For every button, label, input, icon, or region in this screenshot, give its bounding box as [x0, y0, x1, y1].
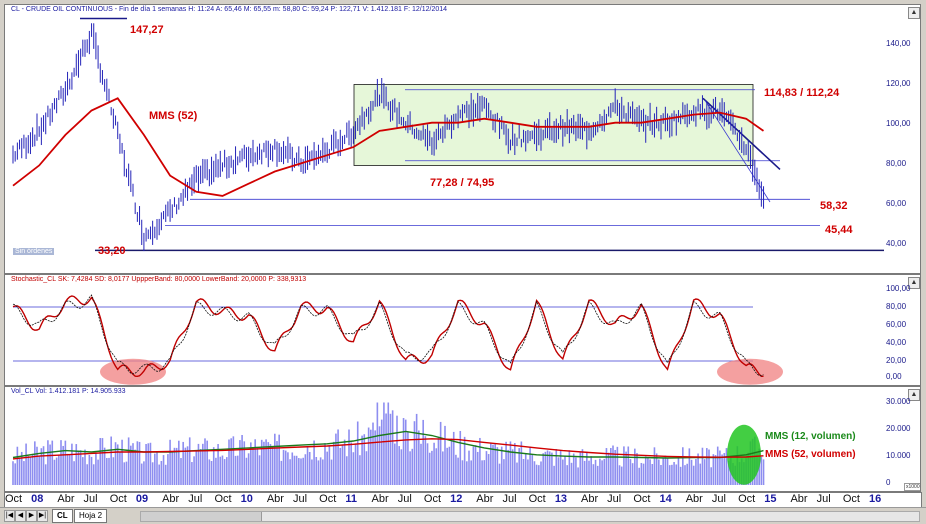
- x-tick-label: 14: [659, 493, 672, 505]
- x-tick-label: Abr: [581, 493, 599, 505]
- stochastic-panel[interactable]: Stochastic_CL SK: 7,4284 SD: 8,0177 Uppp…: [4, 274, 886, 386]
- x-tick-label: Jul: [188, 493, 203, 505]
- horizontal-scrollbar[interactable]: [140, 511, 920, 522]
- support2-label: 45,44: [825, 224, 853, 236]
- volume-panel[interactable]: Vol_CL Vol: 1.412.181 P: 14.905.933 MMS …: [4, 386, 886, 492]
- x-tick-label: Jul: [607, 493, 622, 505]
- watermark: Sin órdenes: [13, 248, 55, 255]
- x-tick-label: Abr: [162, 493, 180, 505]
- x-tick-label: Abr: [790, 493, 808, 505]
- y-tick: 140,00: [886, 39, 911, 48]
- y-tick: 40,00: [886, 338, 907, 347]
- x-tick-label: Abr: [57, 493, 75, 505]
- panel-collapse-button[interactable]: ▲: [908, 277, 920, 289]
- x-tick-label: Abr: [371, 493, 389, 505]
- mms-label: MMS (52): [149, 110, 198, 122]
- x-tick-label: 09: [135, 493, 149, 505]
- oversold-highlight: [717, 358, 783, 385]
- y-tick: 20.000: [886, 424, 911, 433]
- x-tick-label: Oct: [109, 493, 127, 505]
- last-sheet-button[interactable]: ▶|: [37, 510, 48, 522]
- y-tick: 100,00: [886, 119, 911, 128]
- x-tick-label: Oct: [423, 493, 442, 505]
- x-tick-label: 12: [450, 493, 463, 505]
- x-tick-label: Oct: [633, 493, 651, 505]
- x-tick-label: Oct: [319, 493, 337, 505]
- x-tick-label: 08: [31, 493, 44, 505]
- first-sheet-button[interactable]: |◀: [4, 510, 15, 522]
- y-tick: 40,00: [886, 239, 907, 248]
- next-sheet-button[interactable]: ▶: [26, 510, 37, 522]
- high-label: 147,27: [130, 24, 164, 36]
- y-tick: 100,00: [886, 284, 911, 293]
- tab-cl[interactable]: CL: [52, 509, 73, 523]
- panel-collapse-button[interactable]: ▲: [908, 7, 920, 19]
- volume-y-axis: ▲ 30.000 20.000 10.000 0 x1000: [884, 386, 921, 492]
- range-bottom-label: 77,28 / 74,95: [430, 177, 495, 189]
- x-tick-label: 10: [240, 493, 253, 505]
- price-panel[interactable]: CL - CRUDE OIL CONTINUOUS - Fin de día 1…: [4, 4, 886, 274]
- x-tick-label: 15: [764, 493, 777, 505]
- sk-line: [12, 295, 764, 378]
- price-header: CL - CRUDE OIL CONTINUOUS - Fin de día 1…: [11, 6, 448, 13]
- prev-sheet-button[interactable]: ◀: [15, 510, 26, 522]
- y-tick: 20,00: [886, 356, 907, 365]
- y-tick: 0,00: [886, 372, 902, 381]
- stochastic-y-axis: ▲ 100,00 80,00 60,00 40,00 20,00 0,00: [884, 274, 921, 386]
- x-tick-label: 13: [554, 493, 568, 505]
- scrollbar-thumb[interactable]: [141, 512, 262, 521]
- panel-collapse-button[interactable]: ▲: [908, 389, 920, 401]
- range-top-label: 114,83 / 112,24: [764, 87, 840, 99]
- y-tick: 120,00: [886, 79, 911, 88]
- price-chart[interactable]: [5, 5, 885, 273]
- x-tick-label: 16: [869, 493, 882, 505]
- x-axis: Oct 08 Abr Jul Oct 09 Abr Jul Oct 10 Abr Jul Oct 11 Ab…: [4, 492, 922, 508]
- mms52-line: [12, 438, 764, 460]
- y-tick: 10.000: [886, 451, 911, 460]
- x-tick-label: Oct: [528, 493, 546, 505]
- x-tick-label: Jul: [397, 493, 412, 505]
- volume-header: Vol_CL Vol: 1.412.181 P: 14.905.933: [11, 388, 126, 395]
- y-tick: 60,00: [886, 199, 907, 208]
- x-tick-label: Jul: [711, 493, 726, 505]
- x-tick-label: Oct: [214, 493, 232, 505]
- mms52-label: MMS (52, volumen): [765, 449, 856, 460]
- oversold-highlight: [100, 358, 166, 385]
- x-tick-label: Oct: [738, 493, 756, 505]
- y-tick: 60,00: [886, 320, 907, 329]
- price-y-axis: ▲ 140,00 120,00 100,00 80,00 60,00 40,00: [884, 4, 921, 274]
- y-tick: 80,00: [886, 159, 907, 168]
- scale-badge: x1000: [904, 483, 920, 491]
- x-tick-label: 11: [345, 493, 357, 505]
- x-tick-label: Oct: [842, 493, 860, 505]
- tab-hoja-2[interactable]: Hoja 2: [74, 509, 108, 523]
- stochastic-chart[interactable]: [5, 275, 885, 385]
- x-tick-label: Jul: [293, 493, 308, 505]
- stochastic-header: Stochastic_CL SK: 7,4284 SD: 8,0177 Uppp…: [11, 276, 307, 283]
- moving-average-line: [12, 97, 765, 197]
- x-tick-label: Jul: [83, 493, 98, 505]
- sheet-tab-bar: |◀ ◀ ▶ ▶| CL Hoja 2: [0, 507, 926, 524]
- y-tick: 80,00: [886, 302, 907, 311]
- support1-label: 58,32: [820, 200, 848, 212]
- x-tick-label: Jul: [816, 493, 831, 505]
- x-tick-label: Jul: [502, 493, 517, 505]
- low-label: 33,20: [98, 245, 126, 257]
- volume-chart[interactable]: [5, 387, 885, 491]
- y-tick: 30.000: [886, 397, 911, 406]
- y-tick: 0: [886, 478, 891, 487]
- x-tick-label: Abr: [476, 493, 494, 505]
- sd-line: [12, 294, 764, 377]
- x-tick-label: Oct: [5, 493, 23, 505]
- x-tick-label: Abr: [266, 493, 284, 505]
- mms12-label: MMS (12, volumen): [765, 431, 856, 442]
- x-tick-label: Abr: [685, 493, 703, 505]
